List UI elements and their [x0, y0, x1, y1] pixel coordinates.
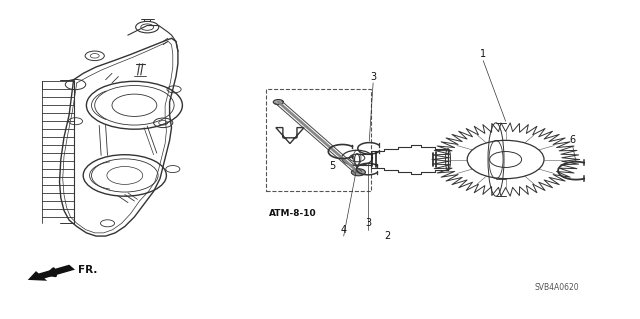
Circle shape — [351, 169, 365, 176]
Text: SVB4A0620: SVB4A0620 — [534, 283, 579, 292]
Text: 5: 5 — [329, 161, 335, 171]
Text: 1: 1 — [480, 49, 486, 59]
Text: ATM-8-10: ATM-8-10 — [269, 209, 316, 218]
Text: 3: 3 — [370, 71, 376, 82]
Bar — [266, 89, 371, 191]
Text: FR.: FR. — [78, 264, 97, 275]
FancyArrow shape — [28, 265, 75, 281]
Text: 4: 4 — [340, 225, 347, 235]
Text: 3: 3 — [365, 218, 371, 228]
Text: 6: 6 — [570, 135, 576, 145]
Polygon shape — [276, 128, 304, 144]
Text: 2: 2 — [384, 231, 390, 241]
Circle shape — [273, 100, 284, 105]
